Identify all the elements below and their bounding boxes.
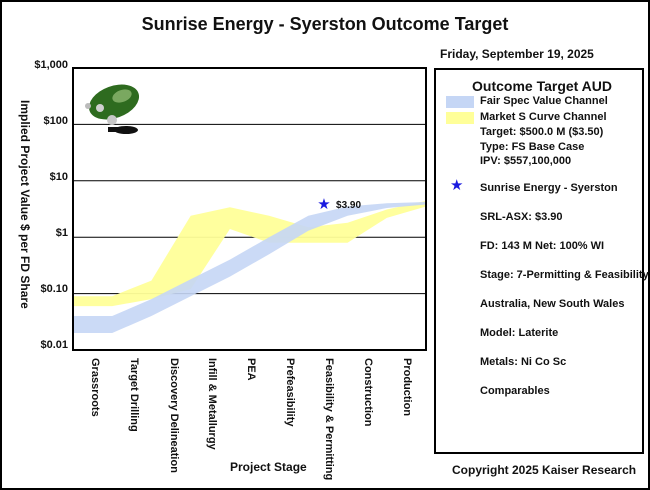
fair-spec-swatch	[446, 96, 474, 108]
legend-metals: Metals: Ni Co Sc	[480, 356, 567, 368]
price-marker-star: ★	[317, 196, 330, 213]
x-tick-label: Discovery Delineation	[168, 358, 180, 473]
legend-type: Type: FS Base Case	[480, 141, 585, 153]
legend-ticker: SRL-ASX: $3.90	[480, 211, 563, 223]
company-logo	[82, 80, 156, 142]
legend-comparables: Comparables	[480, 385, 550, 397]
star-icon: ★	[450, 177, 464, 194]
market-s-curve-band	[73, 200, 426, 307]
x-tick-label: Infill & Metallurgy	[206, 358, 218, 450]
price-marker-label: $3.90	[336, 200, 361, 211]
x-tick-label: Production	[401, 358, 413, 417]
fair-spec-value-band	[73, 202, 426, 333]
y-tick-label: $1	[55, 227, 68, 239]
x-tick-label: Target Drilling	[128, 358, 140, 432]
y-tick-label: $0.10	[40, 283, 68, 295]
legend-location: Australia, New South Wales	[480, 298, 625, 310]
y-tick-label: $10	[49, 171, 68, 183]
y-axis-label: Implied Project Value $ per FD Share	[18, 100, 32, 309]
market-s-swatch	[446, 112, 474, 124]
y-tick-label: $100	[43, 115, 68, 127]
legend-fd: FD: 143 M Net: 100% WI	[480, 240, 605, 252]
legend-target: Target: $500.0 M ($3.50)	[480, 126, 604, 138]
x-axis-label: Project Stage	[230, 460, 307, 474]
legend-stage: Stage: 7-Permitting & Feasibility	[480, 269, 649, 281]
chart-date: Friday, September 19, 2025	[440, 47, 594, 61]
plot-border	[72, 67, 427, 351]
legend-company: Sunrise Energy - Syerston	[480, 182, 618, 194]
chart-title: Sunrise Energy - Syerston Outcome Target	[141, 14, 509, 34]
legend-fair-spec: Fair Spec Value Channel	[480, 95, 608, 107]
copyright: Copyright 2025 Kaiser Research	[452, 463, 637, 477]
x-tick-label: Construction	[362, 358, 374, 427]
legend-model: Model: Laterite	[480, 327, 559, 339]
y-tick-label: $0.01	[40, 339, 68, 351]
y-tick-label: $1,000	[34, 59, 68, 71]
legend-ipv: IPV: $557,100,000	[480, 155, 572, 167]
x-tick-label: Grassroots	[89, 358, 101, 417]
x-tick-label: Feasibility & Permitting	[323, 358, 335, 481]
x-tick-label: PEA	[245, 358, 257, 381]
legend-title: Outcome Target AUD	[472, 78, 613, 94]
x-tick-label: Prefeasibility	[284, 358, 296, 427]
legend-market-s: Market S Curve Channel	[480, 111, 607, 123]
legend-panel: Outcome Target AUD Fair Spec Value Chann…	[434, 68, 649, 454]
